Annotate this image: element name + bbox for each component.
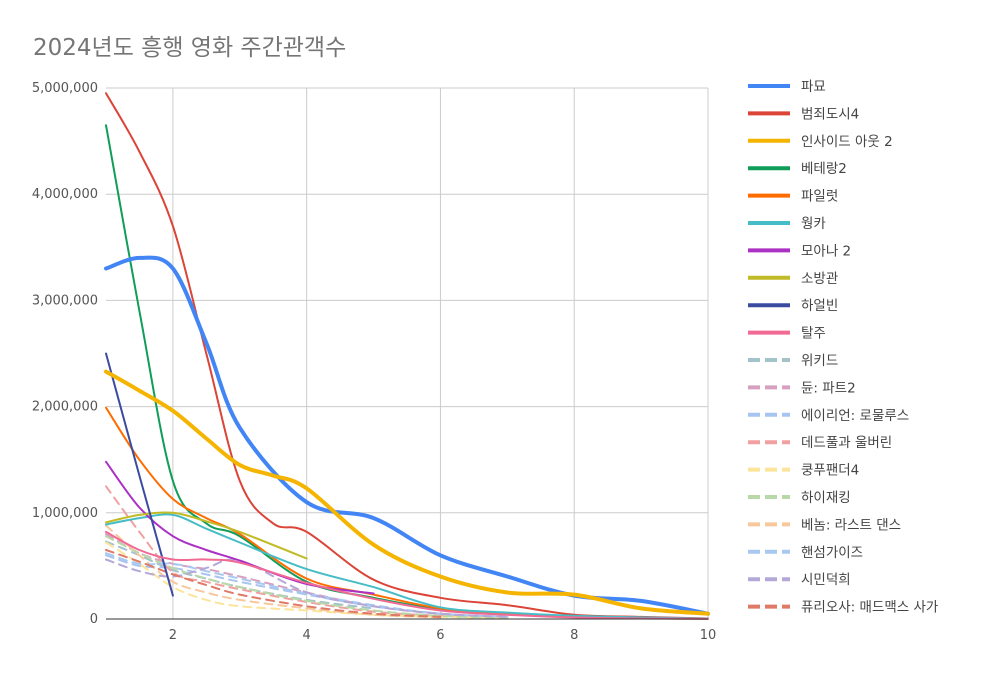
- series-line-3: [104, 369, 710, 616]
- series-line-20: [105, 549, 442, 618]
- series-line-8: [105, 511, 308, 560]
- legend-label: 에이리언: 로물루스: [801, 408, 909, 424]
- legend-label: 듄: 파트2: [801, 380, 856, 396]
- legend-label: 위키드: [801, 353, 838, 369]
- axes: 0 1,000,000 2,000,000 3,000,000 4,000,000 5,0…: [32, 81, 716, 643]
- series-lines: [104, 92, 710, 620]
- legend-label: 웡카: [801, 216, 826, 232]
- legend-item-17[interactable]: 베놈: 라스트 댄스: [748, 517, 901, 533]
- legend-label: 베놈: 라스트 댄스: [801, 517, 901, 533]
- legend-item-6[interactable]: 웡카: [748, 216, 826, 232]
- legend-item-15[interactable]: 쿵푸팬더4: [748, 463, 859, 479]
- legend-label: 하이재킹: [801, 490, 851, 506]
- legend-label: 베테랑2: [801, 161, 847, 177]
- legend-item-18[interactable]: 핸섬가이즈: [748, 545, 863, 561]
- y-tick-label: 2,000,000: [32, 400, 98, 415]
- legend-item-20[interactable]: 퓨리오사: 매드맥스 사가: [748, 600, 938, 616]
- legend-item-16[interactable]: 하이재킹: [748, 490, 851, 506]
- legend-item-2[interactable]: 범죄도시4: [748, 106, 859, 122]
- legend-item-12[interactable]: 듄: 파트2: [748, 380, 856, 396]
- x-tick-label: 8: [570, 628, 578, 643]
- series-line-9: [105, 352, 174, 597]
- series-line-12: [105, 533, 509, 618]
- legend-label: 퓨리오사: 매드맥스 사가: [801, 600, 938, 616]
- y-tick-label: 4,000,000: [32, 187, 98, 202]
- legend-label: 하얼빈: [801, 298, 838, 314]
- series-line-2: [105, 92, 709, 620]
- x-tick-label: 6: [436, 628, 444, 643]
- legend-label: 인사이드 아웃 2: [801, 134, 893, 150]
- legend-item-1[interactable]: 파묘: [748, 79, 826, 95]
- legend-item-11[interactable]: 위키드: [748, 353, 838, 369]
- legend-label: 쿵푸팬더4: [801, 463, 859, 479]
- legend-item-4[interactable]: 베테랑2: [748, 161, 847, 177]
- x-tick-label: 2: [169, 628, 177, 643]
- gridlines: [106, 87, 709, 620]
- legend-label: 탈주: [801, 326, 826, 342]
- legend-item-5[interactable]: 파일럿: [748, 189, 838, 205]
- series-line-18: [105, 552, 509, 618]
- legend-item-3[interactable]: 인사이드 아웃 2: [748, 134, 893, 150]
- legend-item-9[interactable]: 하얼빈: [748, 298, 838, 314]
- x-tick-label: 10: [700, 628, 717, 643]
- legend-item-13[interactable]: 에이리언: 로물루스: [748, 408, 909, 424]
- series-line-10: [105, 530, 709, 620]
- y-tick-label: 0: [90, 612, 98, 627]
- legend-item-10[interactable]: 탈주: [748, 326, 826, 342]
- series-line-14: [105, 485, 509, 619]
- legend-item-19[interactable]: 시민덕희: [748, 572, 851, 588]
- legend-label: 핸섬가이즈: [801, 545, 863, 561]
- y-tick-label: 1,000,000: [32, 506, 98, 521]
- legend-label: 파일럿: [801, 189, 838, 205]
- series-line-17: [105, 524, 442, 619]
- series-line-7: [105, 460, 375, 595]
- legend-label: 소방관: [801, 271, 838, 287]
- series-line-6: [105, 513, 709, 620]
- y-tick-label: 5,000,000: [32, 81, 98, 96]
- legend-label: 파묘: [801, 79, 826, 95]
- y-tick-label: 3,000,000: [32, 293, 98, 308]
- legend-item-14[interactable]: 데드풀과 울버린: [748, 435, 892, 451]
- legend-item-7[interactable]: 모아나 2: [748, 243, 851, 259]
- x-tick-label: 4: [303, 628, 311, 643]
- legend-label: 범죄도시4: [801, 106, 859, 122]
- legend-item-8[interactable]: 소방관: [748, 271, 838, 287]
- legend-label: 데드풀과 울버린: [801, 435, 892, 451]
- legend-label: 시민덕희: [801, 572, 851, 588]
- chart-title: 2024년도 흥행 영화 주간관객수: [33, 35, 347, 61]
- series-line-4: [105, 124, 709, 620]
- legend-label: 모아나 2: [801, 243, 851, 259]
